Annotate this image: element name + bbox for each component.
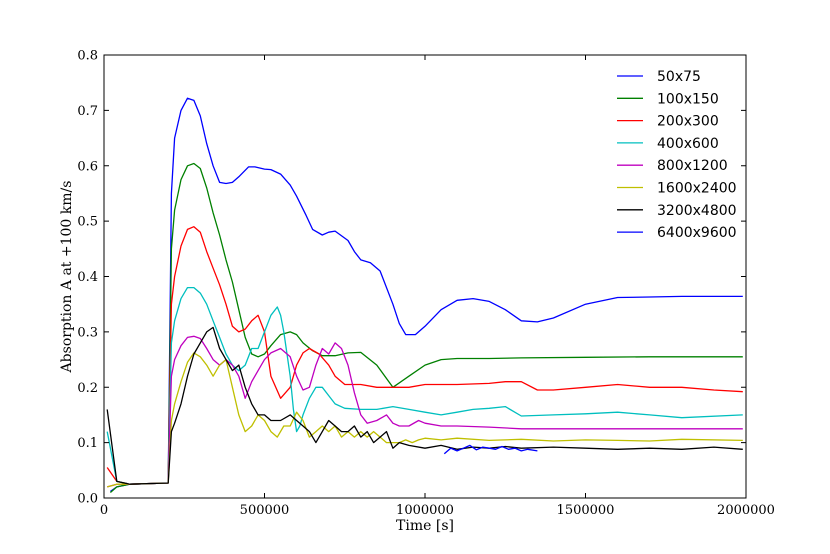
ticks: 0 500000 1000000 1500000 2000000 0.0 0.1 0.2 0.3… bbox=[77, 49, 775, 519]
legend-label: 800x1200 bbox=[657, 158, 728, 174]
legend-label: 400x600 bbox=[657, 136, 719, 152]
x-tick-label: 1000000 bbox=[396, 503, 454, 518]
legend-label: 6400x9600 bbox=[657, 225, 737, 241]
y-tick-label: 0.0 bbox=[77, 492, 98, 507]
series-line-800x1200 bbox=[107, 335, 743, 488]
y-tick-label: 0.4 bbox=[77, 270, 98, 285]
plot-frame bbox=[103, 54, 747, 499]
series-line-400x600 bbox=[106, 286, 743, 485]
series-line-200x300 bbox=[106, 226, 743, 485]
y-axis-label: Absorption A at +100 km/s bbox=[59, 181, 75, 374]
y-tick-label: 0.3 bbox=[77, 325, 98, 340]
series-line-1600x2400 bbox=[107, 352, 743, 488]
plot-lines bbox=[106, 97, 743, 493]
legend-label: 1600x2400 bbox=[657, 181, 737, 197]
y-tick-label: 0.7 bbox=[77, 104, 98, 119]
x-axis-label: Time [s] bbox=[396, 518, 454, 534]
series-line-3200x4800 bbox=[106, 326, 743, 485]
series-line-100x150 bbox=[109, 162, 743, 493]
y-tick-label: 0.1 bbox=[77, 436, 98, 451]
y-tick-label: 0.2 bbox=[77, 381, 98, 396]
legend-label: 200x300 bbox=[657, 114, 719, 130]
legend-label: 100x150 bbox=[657, 91, 719, 107]
y-tick-label: 0.6 bbox=[77, 159, 98, 174]
x-tick-label: 0 bbox=[100, 503, 108, 518]
legend-label: 3200x4800 bbox=[657, 203, 737, 219]
legend-label: 50x75 bbox=[657, 69, 701, 85]
x-tick-label: 1500000 bbox=[557, 503, 615, 518]
legend: 50x75 100x150 200x300 400x600 800x1200 1600x2… bbox=[617, 69, 737, 241]
series-line-50x75 bbox=[110, 97, 743, 492]
series-line-6400x9600 bbox=[443, 444, 538, 455]
x-tick-label: 500000 bbox=[240, 503, 290, 518]
y-tick-label: 0.5 bbox=[77, 215, 98, 230]
y-tick-label: 0.8 bbox=[77, 49, 98, 64]
x-tick-label: 2000000 bbox=[717, 503, 775, 518]
